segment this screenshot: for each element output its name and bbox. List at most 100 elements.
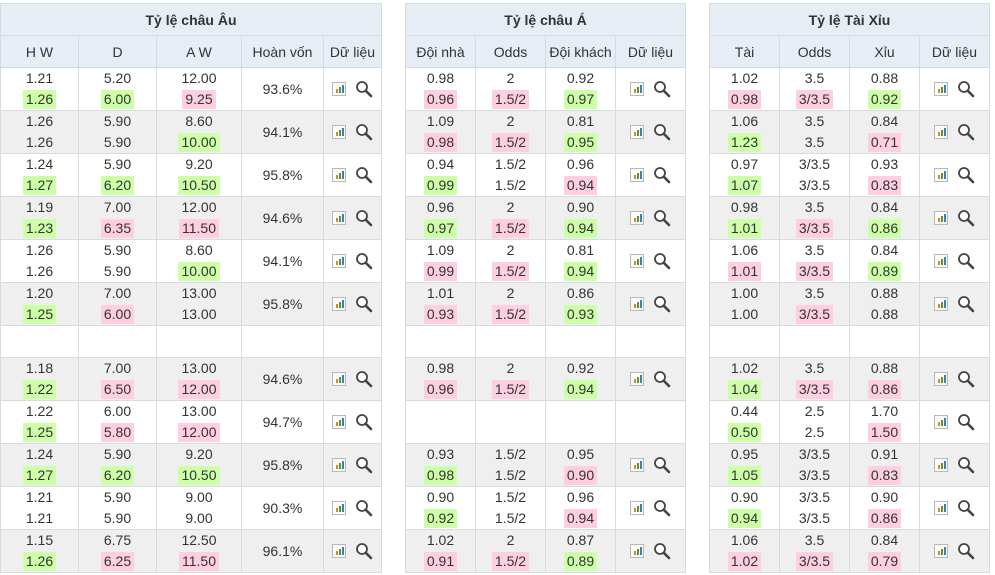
current-value: 0.93 <box>563 305 598 324</box>
magnifier-icon[interactable] <box>653 166 671 184</box>
odds-cell: 0.84 0.89 <box>849 239 920 283</box>
magnifier-icon[interactable] <box>957 295 975 313</box>
bar-chart-icon[interactable] <box>934 415 948 429</box>
magnifier-icon[interactable] <box>653 542 671 560</box>
magnifier-icon[interactable] <box>355 209 373 227</box>
magnifier-icon[interactable] <box>957 80 975 98</box>
current-value: 1.07 <box>727 176 762 195</box>
current-value: 11.50 <box>179 552 219 571</box>
magnifier-icon[interactable] <box>653 209 671 227</box>
bar-chart-icon[interactable] <box>630 125 645 139</box>
bar-chart-icon[interactable] <box>630 297 645 311</box>
magnifier-icon[interactable] <box>355 295 373 313</box>
bar-chart-icon[interactable] <box>332 211 346 225</box>
magnifier-icon[interactable] <box>355 456 373 474</box>
bar-chart-icon[interactable] <box>630 372 645 386</box>
magnifier-icon[interactable] <box>355 123 373 141</box>
data-links-cell <box>918 443 991 487</box>
magnifier-icon[interactable] <box>957 499 975 517</box>
bar-chart-icon[interactable] <box>332 125 346 139</box>
table-row: 0.98 1.01 3.5 3/3.5 0.84 0.86 <box>709 196 991 240</box>
bar-chart-icon[interactable] <box>934 297 948 311</box>
odds-cell: 3.5 3/3.5 <box>779 282 850 326</box>
empty-cell <box>918 325 991 358</box>
bar-chart-icon[interactable] <box>934 168 948 182</box>
bar-chart-icon[interactable] <box>332 458 346 472</box>
current-odds: 0.94 <box>546 218 615 239</box>
data-links-cell <box>918 196 991 240</box>
data-links-cell <box>323 443 382 487</box>
bar-chart-icon[interactable] <box>630 544 645 558</box>
data-links <box>324 209 381 227</box>
magnifier-icon[interactable] <box>957 166 975 184</box>
magnifier-icon[interactable] <box>957 123 975 141</box>
magnifier-icon[interactable] <box>653 370 671 388</box>
bar-chart-icon[interactable] <box>332 82 346 96</box>
magnifier-icon[interactable] <box>355 252 373 270</box>
bar-chart-icon[interactable] <box>630 211 645 225</box>
opening-value: 3.5 <box>804 532 825 548</box>
current-odds: 1.5/2 <box>476 465 545 486</box>
opening-value: 1.02 <box>730 70 759 86</box>
opening-odds: 2.5 <box>780 401 849 422</box>
odds-cell: 94.6% <box>241 357 324 401</box>
opening-value: 3.5 <box>804 360 825 376</box>
column-header: D <box>78 35 157 68</box>
magnifier-icon[interactable] <box>957 456 975 474</box>
magnifier-icon[interactable] <box>653 499 671 517</box>
bar-chart-icon[interactable] <box>630 501 645 515</box>
magnifier-icon[interactable] <box>355 413 373 431</box>
odds-cell: 0.90 0.94 <box>545 196 616 240</box>
current-odds: 1.23 <box>710 132 779 153</box>
magnifier-icon[interactable] <box>355 499 373 517</box>
bar-chart-icon[interactable] <box>630 458 645 472</box>
magnifier-icon[interactable] <box>653 80 671 98</box>
bar-chart-icon[interactable] <box>630 168 645 182</box>
current-value: 13.00 <box>181 306 217 322</box>
bar-chart-icon[interactable] <box>934 211 948 225</box>
payout-percent: 94.6% <box>262 209 303 226</box>
magnifier-icon[interactable] <box>957 252 975 270</box>
bar-chart-icon[interactable] <box>332 415 346 429</box>
bar-chart-icon[interactable] <box>332 501 346 515</box>
opening-odds: 8.60 <box>157 240 241 261</box>
bar-chart-icon[interactable] <box>934 254 948 268</box>
magnifier-icon[interactable] <box>355 370 373 388</box>
magnifier-icon[interactable] <box>957 209 975 227</box>
bar-chart-icon[interactable] <box>934 372 948 386</box>
magnifier-icon[interactable] <box>653 123 671 141</box>
magnifier-icon[interactable] <box>957 370 975 388</box>
current-value: 1.5/2 <box>494 177 527 193</box>
bar-chart-icon[interactable] <box>332 168 346 182</box>
data-links-cell <box>614 400 687 444</box>
bar-chart-icon[interactable] <box>630 82 645 96</box>
bar-chart-icon[interactable] <box>332 297 346 311</box>
odds-cell: 1.00 1.00 <box>709 282 780 326</box>
opening-odds: 0.98 <box>406 68 475 89</box>
opening-odds: 1.5/2 <box>476 154 545 175</box>
bar-chart-icon[interactable] <box>332 544 346 558</box>
bar-chart-icon[interactable] <box>332 254 346 268</box>
table-title: Tỷ lệ châu Âu <box>0 3 382 36</box>
opening-odds: 7.00 <box>79 283 156 304</box>
magnifier-icon[interactable] <box>957 413 975 431</box>
bar-chart-icon[interactable] <box>630 254 645 268</box>
current-value: 10.50 <box>178 176 220 195</box>
magnifier-icon[interactable] <box>355 166 373 184</box>
magnifier-icon[interactable] <box>653 252 671 270</box>
bar-chart-icon[interactable] <box>934 544 948 558</box>
bar-chart-icon[interactable] <box>934 458 948 472</box>
current-value: 0.86 <box>867 219 902 238</box>
data-links-cell <box>614 443 687 487</box>
bar-chart-icon[interactable] <box>934 501 948 515</box>
bar-chart-icon[interactable] <box>934 82 948 96</box>
opening-odds: 2 <box>476 530 545 551</box>
magnifier-icon[interactable] <box>355 542 373 560</box>
magnifier-icon[interactable] <box>653 295 671 313</box>
magnifier-icon[interactable] <box>957 542 975 560</box>
magnifier-icon[interactable] <box>653 456 671 474</box>
magnifier-icon[interactable] <box>355 80 373 98</box>
odds-cell: 13.00 13.00 <box>156 282 242 326</box>
bar-chart-icon[interactable] <box>332 372 346 386</box>
bar-chart-icon[interactable] <box>934 125 948 139</box>
